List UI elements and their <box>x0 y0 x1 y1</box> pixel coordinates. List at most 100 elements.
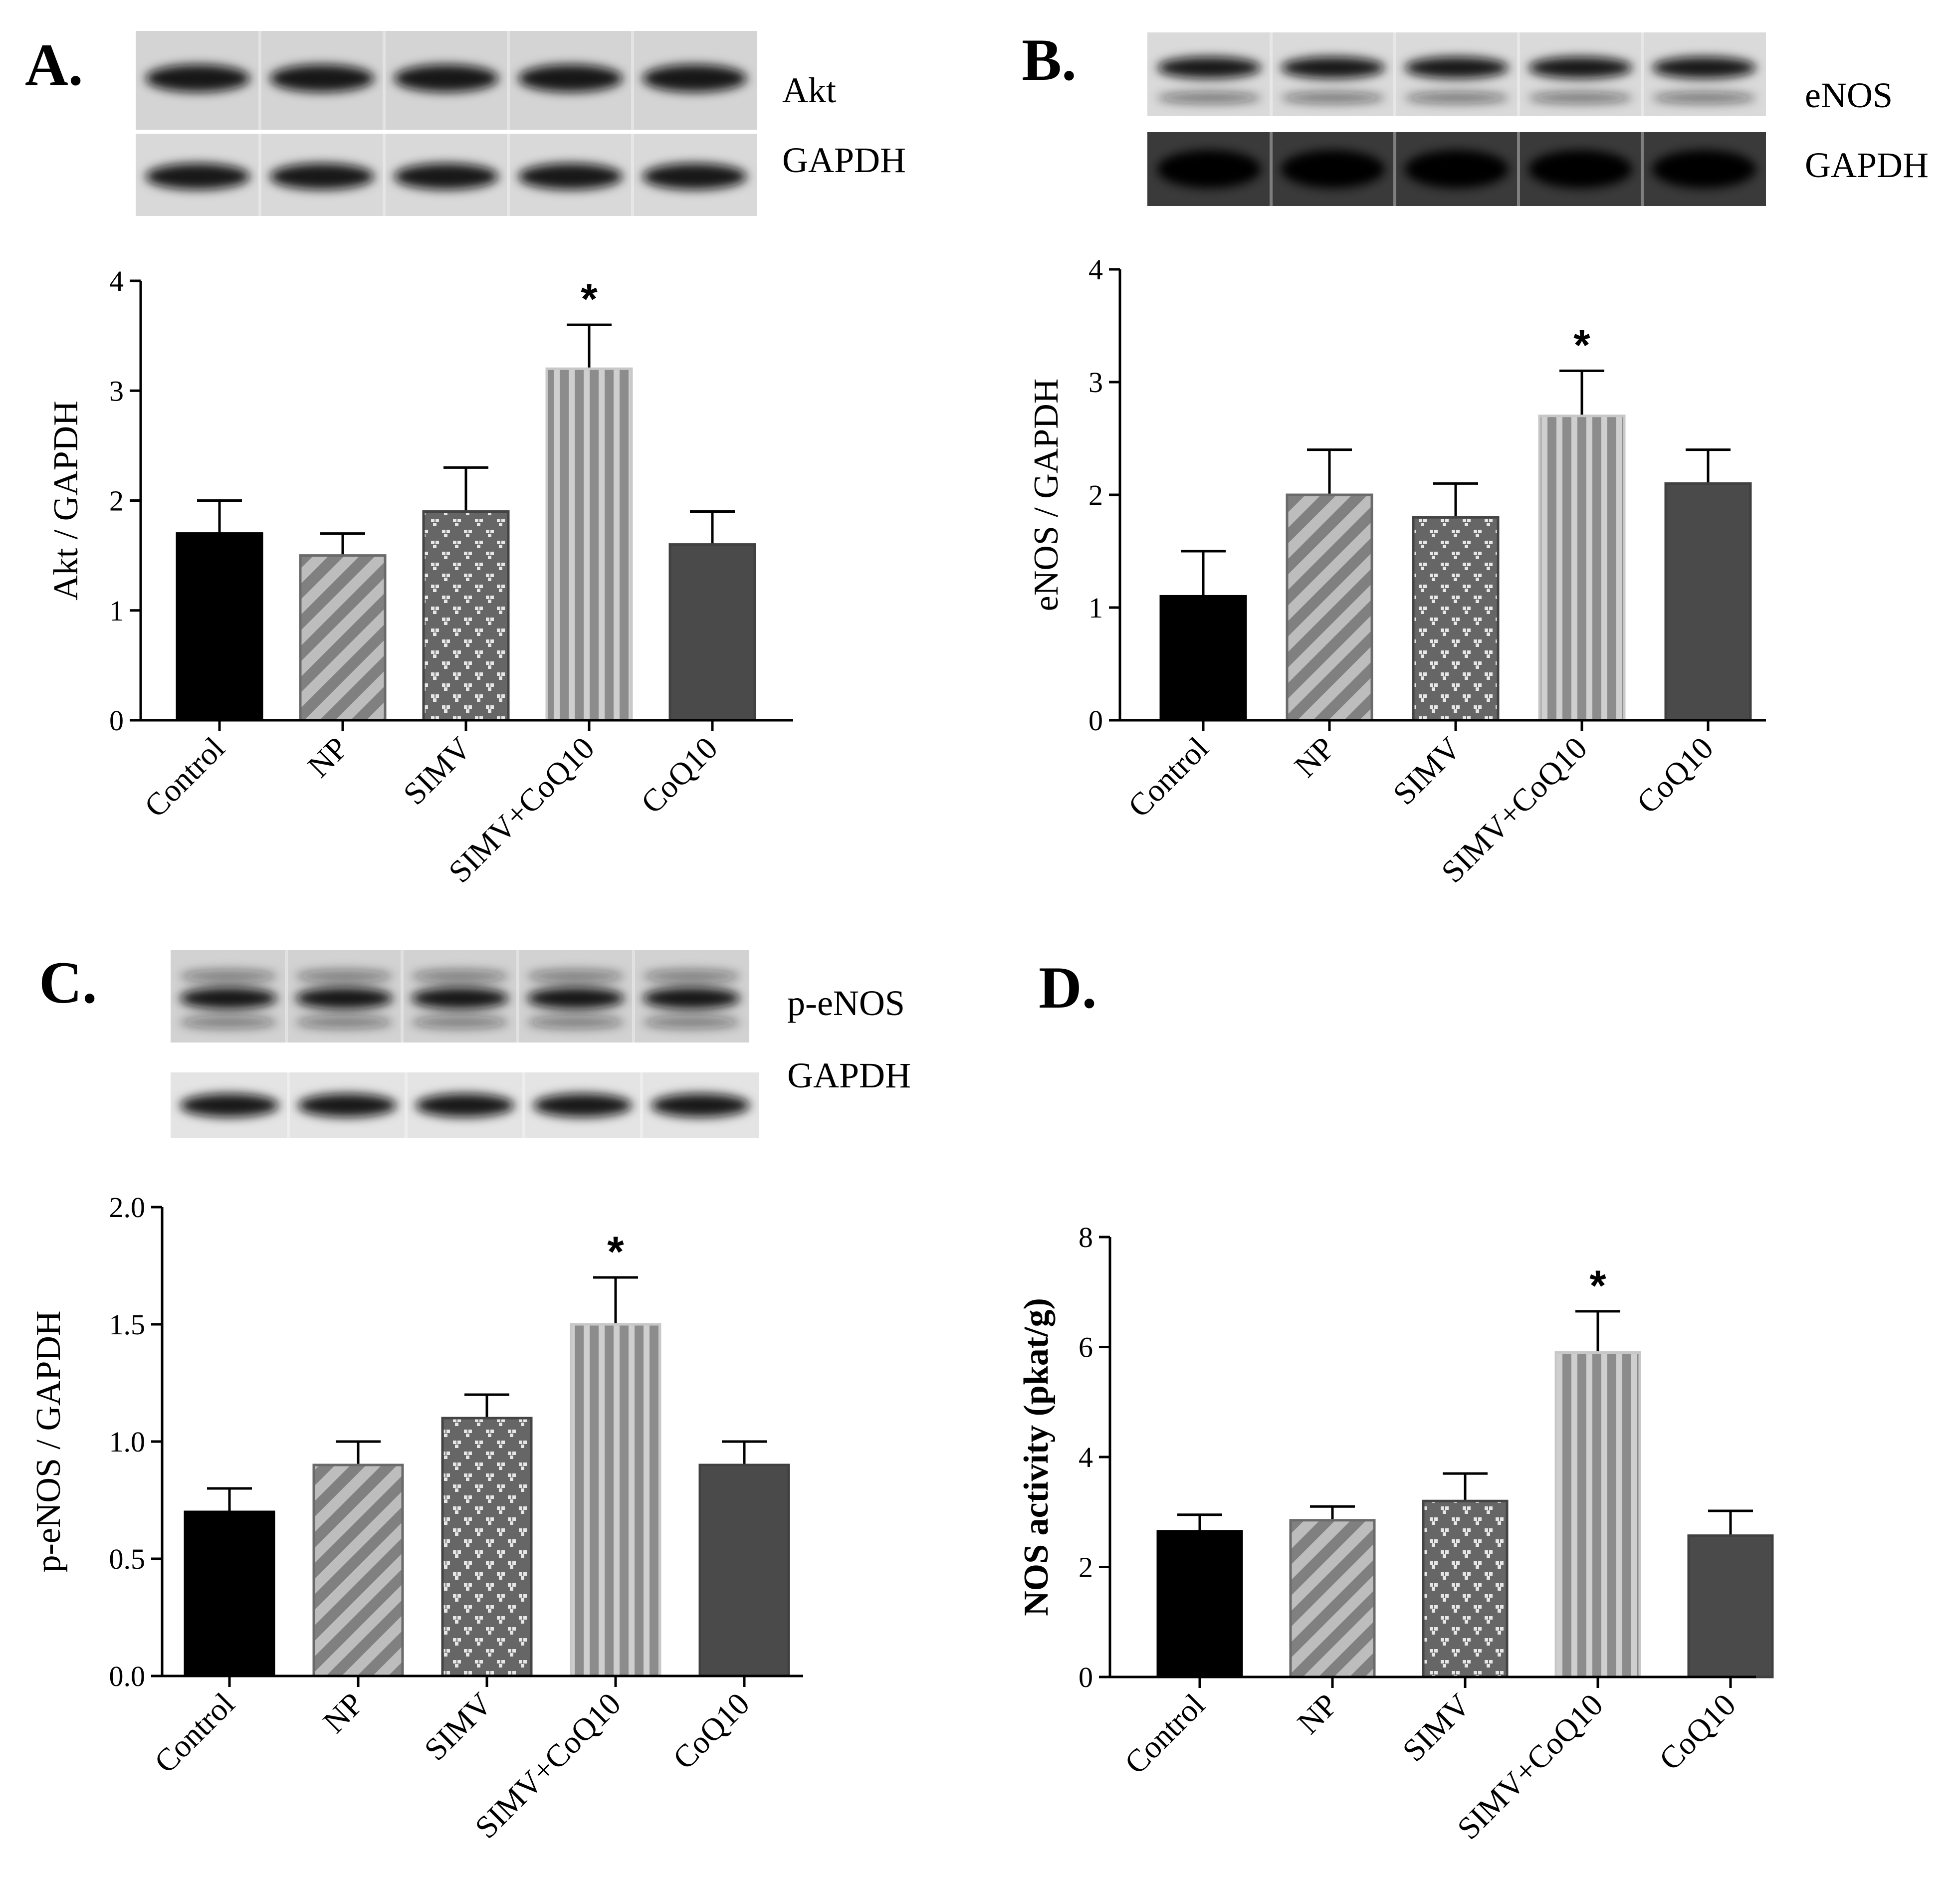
bar-simv <box>1412 516 1500 722</box>
blot-penos-band <box>295 969 393 983</box>
blot-gapdh-a-band <box>394 163 499 190</box>
blot-enos-band <box>1404 56 1509 79</box>
y-tick-label: 0.0 <box>109 1660 146 1692</box>
panel-letter-a: A. <box>25 31 83 98</box>
y-tick-label: 0 <box>1079 1661 1093 1693</box>
blot-gapdh-b-band <box>1404 150 1509 189</box>
panel-letter-d: D. <box>1039 954 1097 1021</box>
x-tick-label: Control <box>1117 1687 1211 1781</box>
y-tick-label: 4 <box>1079 1441 1093 1473</box>
bar-coq10 <box>1664 482 1752 722</box>
y-tick-label: 1.5 <box>109 1308 146 1341</box>
blot-akt-band <box>394 64 499 92</box>
blot-gapdh-a-band <box>269 163 375 190</box>
blot-gapdh-a-band <box>518 163 623 190</box>
y-tick-label: 3 <box>109 375 124 407</box>
blot-enos-band <box>1528 56 1633 79</box>
bar-simv <box>422 510 510 722</box>
bar-simv <box>1422 1499 1509 1678</box>
y-axis-title: p-eNOS / GAPDH <box>29 1311 68 1573</box>
blot-enos-band <box>1404 92 1509 104</box>
blot-gapdh-c-band <box>415 1093 515 1117</box>
blot-gapdh-c-band <box>533 1093 633 1117</box>
y-tick-label: 6 <box>1079 1331 1093 1364</box>
blot-label-gapdh-b: GAPDH <box>1805 145 1929 185</box>
blot-penos-band <box>527 969 625 983</box>
x-tick-label: NP <box>301 730 355 784</box>
bar-np <box>1289 1519 1376 1678</box>
x-tick-label: NP <box>316 1686 370 1740</box>
y-tick-label: 0 <box>1089 704 1103 737</box>
blot-gapdh-b-band <box>1528 150 1633 189</box>
bar-simv <box>441 1417 533 1677</box>
blot-penos-band <box>180 969 277 983</box>
blot-akt <box>136 31 757 130</box>
y-axis-title: NOS activity (pkat/g) <box>1017 1298 1056 1616</box>
y-tick-label: 4 <box>109 265 124 297</box>
panel-letter-c: C. <box>39 949 97 1016</box>
x-tick-label: CoQ10 <box>1630 730 1720 821</box>
blot-penos-band <box>527 1016 625 1029</box>
bar-simv-coq10 <box>1554 1351 1641 1678</box>
x-tick-label: NP <box>1288 730 1341 784</box>
y-tick-label: 2.0 <box>109 1191 146 1224</box>
bar-coq10 <box>668 543 756 722</box>
y-tick-label: 1 <box>109 595 124 627</box>
blot-gapdh-a-band <box>642 163 747 190</box>
panel-letter-b: B. <box>1022 26 1077 93</box>
blot-akt-band <box>269 64 375 92</box>
blot-gapdh-b-band <box>1157 150 1262 189</box>
blot-penos-band <box>643 969 740 983</box>
bar-control <box>184 1510 275 1677</box>
blot-penos-band <box>411 987 509 1010</box>
y-tick-label: 0.5 <box>109 1543 146 1575</box>
blot-penos-band <box>643 987 740 1010</box>
bar-control <box>1156 1530 1243 1678</box>
bar-coq10 <box>698 1463 790 1677</box>
significance-marker: * <box>581 275 598 323</box>
blot-label-gapdh-c: GAPDH <box>787 1055 911 1095</box>
y-tick-label: 4 <box>1089 253 1103 286</box>
x-tick-label: Control <box>147 1686 241 1780</box>
significance-marker: * <box>1573 321 1590 369</box>
x-tick-label: SIMV <box>418 1686 499 1767</box>
x-tick-label: Control <box>137 730 231 824</box>
blot-penos-band <box>180 987 277 1010</box>
y-tick-label: 2 <box>1089 479 1103 511</box>
blot-enos-band <box>1157 56 1262 79</box>
y-tick-label: 0 <box>109 704 124 737</box>
x-tick-label: CoQ10 <box>1652 1687 1742 1777</box>
blot-penos-band <box>295 1016 393 1029</box>
x-tick-label: CoQ10 <box>666 1686 756 1776</box>
blot-penos-band <box>295 987 393 1010</box>
blot-label-gapdh-a: GAPDH <box>782 140 906 180</box>
blot-label-penos: p-eNOS <box>787 983 905 1023</box>
y-tick-label: 1 <box>1089 592 1103 624</box>
blot-penos-band <box>527 987 625 1010</box>
blot-akt-band <box>642 64 747 92</box>
x-tick-label: SIMV <box>1386 730 1468 812</box>
blot-penos-band <box>411 969 509 983</box>
y-axis-title: eNOS / GAPDH <box>1027 379 1066 612</box>
significance-marker: * <box>1589 1262 1606 1310</box>
y-axis-title: Akt / GAPDH <box>47 401 85 601</box>
blot-enos-band <box>1281 56 1385 79</box>
y-tick-label: 1.0 <box>109 1426 146 1458</box>
blot-enos-band <box>1652 56 1756 79</box>
y-tick-label: 2 <box>1079 1551 1093 1584</box>
x-tick-label: NP <box>1291 1687 1344 1741</box>
blot-penos <box>171 950 749 1043</box>
blot-gapdh-a <box>136 134 757 216</box>
y-tick-label: 2 <box>109 485 124 517</box>
y-tick-label: 8 <box>1079 1221 1093 1253</box>
significance-marker: * <box>607 1228 624 1276</box>
blot-gapdh-c-band <box>180 1093 279 1117</box>
blot-akt-band <box>145 64 250 92</box>
blot-enos-band <box>1281 92 1385 104</box>
bar-control <box>176 532 263 722</box>
